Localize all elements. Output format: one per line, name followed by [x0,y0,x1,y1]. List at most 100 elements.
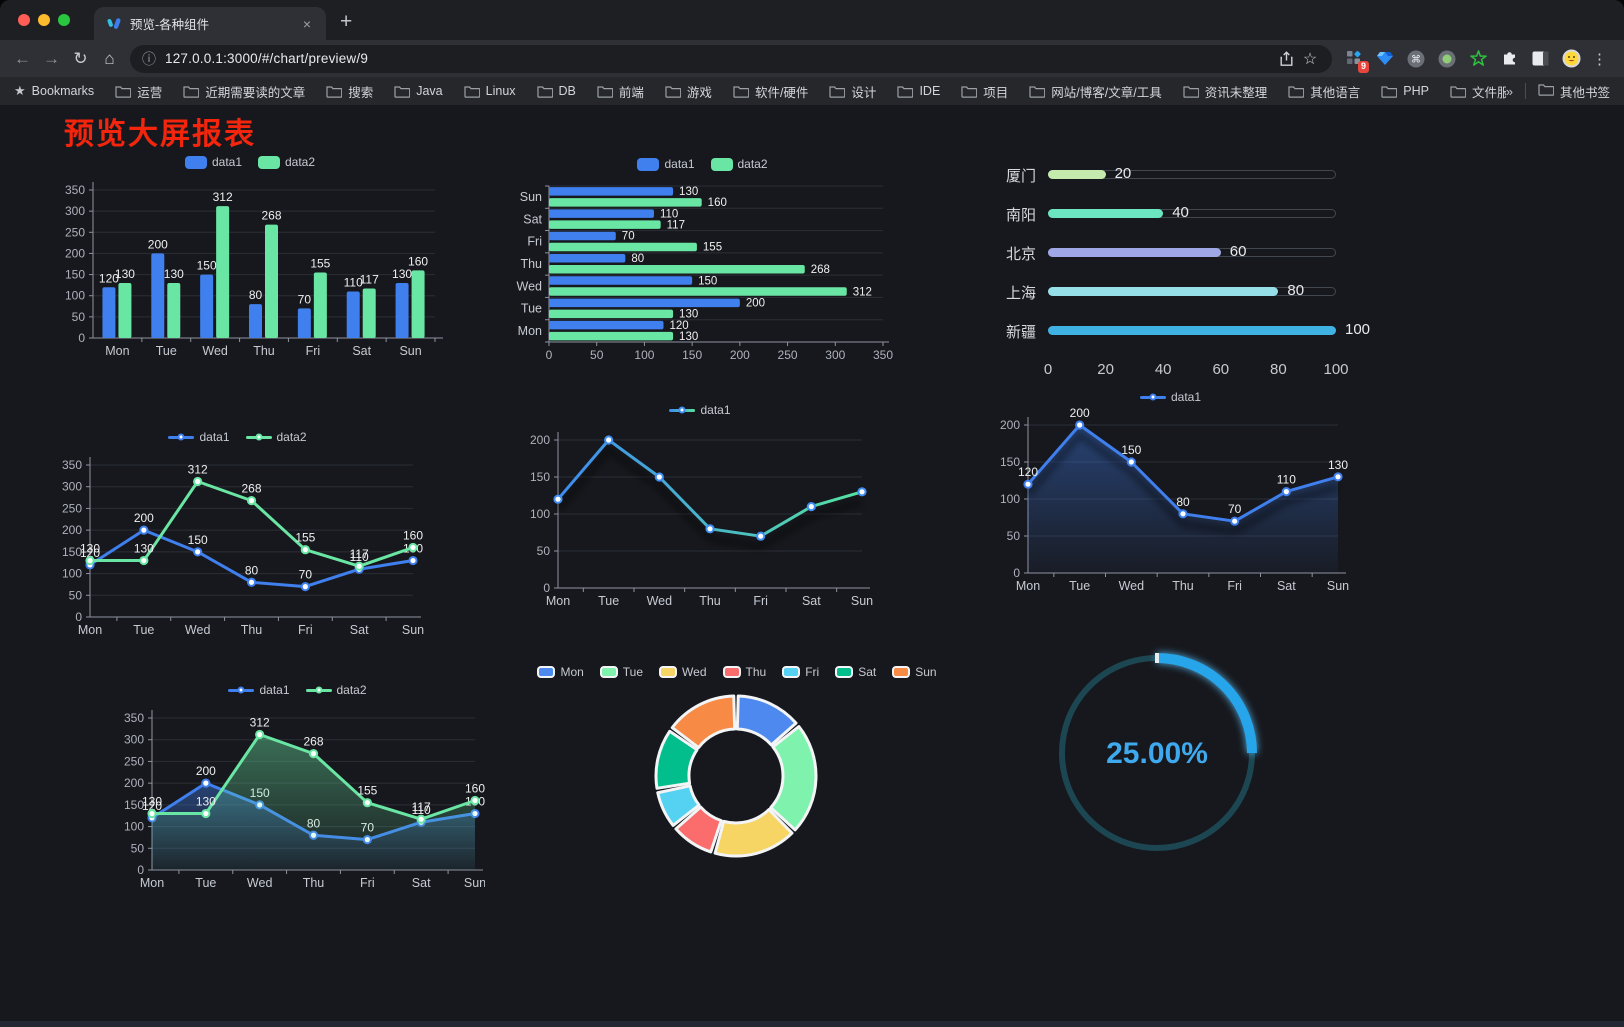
reload-button[interactable]: ↻ [73,48,88,68]
command-extension-icon[interactable]: ⌘ [1406,49,1426,69]
legend-item-Thu[interactable]: Thu [722,665,766,679]
gem-extension-icon[interactable] [1375,49,1395,69]
close-window-button[interactable] [18,14,30,26]
chart-canvas[interactable]: 25.00% [1040,645,1280,873]
bookmark-label: 游戏 [686,85,712,100]
minimize-window-button[interactable] [38,14,50,26]
grouped-bar-chart[interactable]: data1 data2 0 50 100 150 200 250 300 350 Mon 120 130… [55,150,445,365]
legend-item-Fri[interactable]: Fri [782,665,819,679]
progress-fill [1048,286,1279,296]
svg-text:50: 50 [590,348,604,362]
svg-text:Sat: Sat [350,623,369,637]
bookmark-folder[interactable]: 搜索 [326,82,373,101]
bookmark-label: 网站/博客/文章/工具 [1051,85,1162,100]
tab-close-icon[interactable]: × [302,15,312,32]
bookmark-folder[interactable]: Linux [464,84,516,98]
bookmark-folder[interactable]: 运营 [115,82,162,101]
legend-item-data1[interactable]: data1 [228,683,290,697]
bookmark-folder[interactable]: 文件服务器 [1450,82,1506,101]
legend-item-data2[interactable]: data2 [710,157,768,171]
svg-text:Wed: Wed [517,279,543,293]
browser-tab[interactable]: 预览-各种组件 × [94,7,326,40]
puzzle-extensions-icon[interactable] [1499,49,1519,69]
legend-item-data2[interactable]: data2 [258,155,315,169]
chart-canvas[interactable]: 050100150200250300350Mon120130Tue200130W… [55,150,445,365]
legend-item-data1[interactable]: data1 [637,157,695,171]
bookmark-folder[interactable]: 其他语言 [1288,82,1360,101]
other-bookmarks-folder[interactable]: 其他书签 [1538,82,1610,101]
legend-item-data1[interactable]: data1 [669,403,731,417]
legend-item-data1[interactable]: data1 [1139,390,1201,404]
chart-canvas[interactable]: 0 50 100 150 200 Mon Tue Wed Thu Fri Sat Sun [520,398,880,613]
bookmarks-overflow-button[interactable]: » [1505,83,1513,99]
legend-item-data1[interactable]: data1 [168,430,230,444]
legend-label: data2 [276,430,307,444]
chart-canvas[interactable] [552,660,922,875]
svg-text:268: 268 [303,735,323,749]
star-extension-icon[interactable] [1468,49,1488,69]
bookmark-folder[interactable]: 游戏 [665,82,712,101]
profile-avatar[interactable] [1561,49,1581,69]
bookmark-folder[interactable]: 近期需要读的文章 [183,82,305,101]
horizontal-bar-chart[interactable]: data1 data2 0 50 100 150 200 250 300 350 Mon 120 130… [505,152,900,367]
back-button[interactable]: ← [14,48,31,68]
side-panel-icon[interactable] [1530,49,1550,69]
legend-item-Mon[interactable]: Mon [537,665,584,679]
chart-canvas[interactable]: 0 50 100 150 200 250 300 350 Mon Tue Wed Thu Fri Sat S… [50,425,425,640]
bookmark-folder[interactable]: IDE [897,84,940,98]
bookmark-folder[interactable]: 设计 [829,82,876,101]
forward-button[interactable]: → [43,48,60,68]
bookmark-star-icon[interactable]: ☆ [1302,50,1318,68]
bookmark-folder[interactable]: DB [536,84,576,98]
bookmark-label: 文件服务器 [1471,85,1506,100]
chart-canvas[interactable]: 0 50 100 150 200 250 300 350 Mon Tue Wed Thu Fri Sat S… [110,678,485,893]
gradient-line-chart[interactable]: data1 0 50 100 150 200 Mon Tue Wed Thu Fri Sat Sun [520,398,880,613]
new-tab-button[interactable]: + [340,10,353,33]
bookmark-label: 近期需要读的文章 [205,85,306,100]
address-bar[interactable]: ⓘ 127.0.0.1:3000/#/chart/preview/9 ☆ [130,44,1332,73]
site-info-icon[interactable]: ⓘ [142,50,156,67]
legend-item-Sat[interactable]: Sat [835,665,876,679]
legend-item-data1[interactable]: data1 [184,155,242,169]
svg-text:50: 50 [131,841,145,855]
area-line-chart[interactable]: data1 0 50 100 150 200 Mon Tue Wed Thu Fri Sat Sun 12… [988,385,1353,600]
svg-text:312: 312 [213,190,233,204]
chart-canvas[interactable]: 0 50 100 150 200 Mon Tue Wed Thu Fri Sat Sun 120 200 1… [988,385,1353,600]
grid-extension-icon[interactable]: 9 [1344,49,1369,73]
progress-label: 南阳 [1005,207,1036,224]
recorder-extension-icon[interactable] [1437,49,1457,69]
bookmark-folder[interactable]: 项目 [961,82,1008,101]
legend-item-data2[interactable]: data2 [245,430,307,444]
multi-line-area-chart[interactable]: data1 data2 0 50 100 150 200 250 300 350 Mon Tue Wed… [110,678,485,893]
legend-item-Wed[interactable]: Wed [659,665,707,679]
svg-text:Thu: Thu [1172,579,1194,593]
svg-text:200: 200 [65,246,85,260]
multi-line-chart[interactable]: data1 data2 0 50 100 150 200 250 300 350 Mon Tue Wed… [50,425,425,640]
menu-kebab-icon[interactable]: ⋮ [1592,50,1608,68]
svg-text:200: 200 [134,511,154,525]
svg-text:150: 150 [65,268,85,282]
bookmarks-manager[interactable]: ★ Bookmarks [14,83,94,99]
legend-swatch [258,155,280,169]
legend-item-data2[interactable]: data2 [305,683,367,697]
legend-label: Fri [805,665,820,679]
gauge-chart[interactable]: 25.00% [1040,645,1280,873]
donut-chart[interactable]: Mon Tue Wed Thu Fri Sat Sun [537,660,937,875]
browser-toolbar: ← → ↻ ⌂ ⓘ 127.0.0.1:3000/#/chart/preview… [0,40,1624,77]
bookmark-folder[interactable]: Java [394,84,443,98]
legend-item-Tue[interactable]: Tue [599,665,643,679]
bookmark-label: 设计 [851,85,877,100]
bookmark-folder[interactable]: PHP [1381,84,1429,98]
bookmark-folder[interactable]: 前端 [597,82,644,101]
legend-swatch [710,157,733,171]
bookmark-folder[interactable]: 网站/博客/文章/工具 [1029,82,1162,101]
legend-item-Sun[interactable]: Sun [892,665,937,679]
svg-text:100: 100 [530,507,550,521]
bookmark-folder[interactable]: 软件/硬件 [733,82,808,101]
progress-bar-chart[interactable]: 厦门 20 南阳 40 北京 60 上海 80 新疆 100 0 20 40 60 80 100 [990,152,1375,392]
bookmark-folder[interactable]: 资讯未整理 [1183,82,1267,101]
home-button[interactable]: ⌂ [104,48,115,68]
zoom-window-button[interactable] [58,14,70,26]
share-icon[interactable] [1274,47,1298,71]
